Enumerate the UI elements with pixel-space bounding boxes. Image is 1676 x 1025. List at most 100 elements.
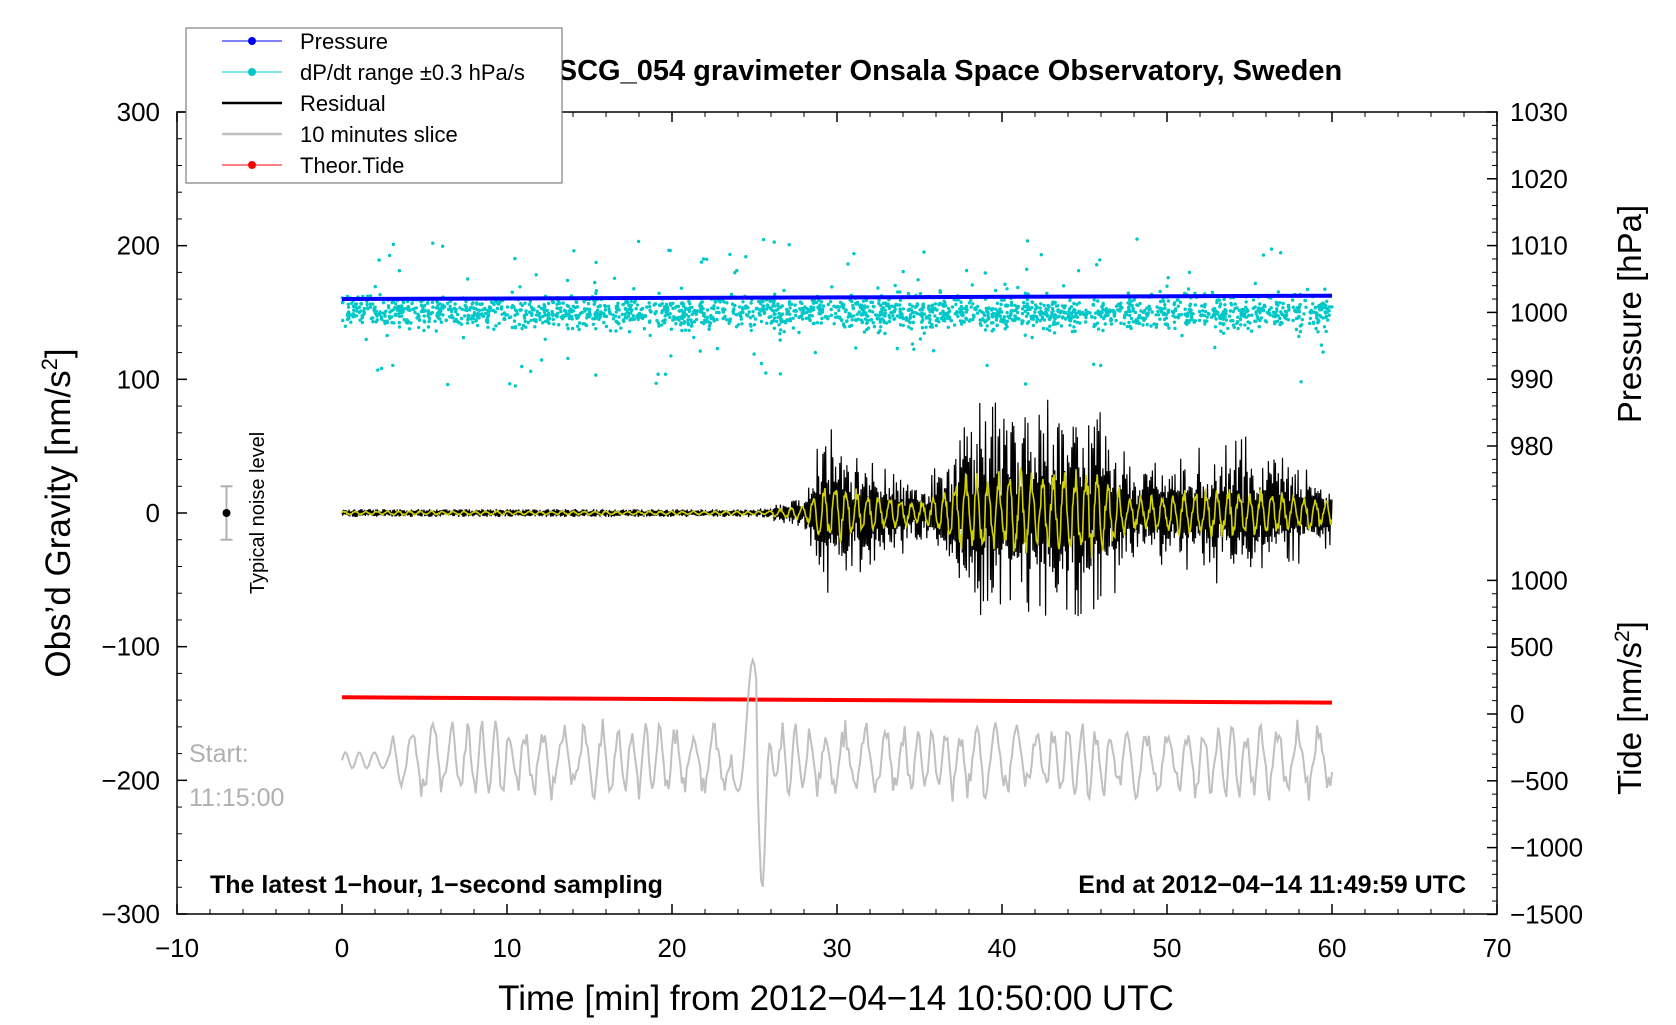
dpdt-point [969, 305, 973, 309]
dpdt-point [998, 307, 1002, 311]
dpdt-point [594, 373, 598, 377]
dpdt-point [946, 306, 951, 311]
dpdt-point [546, 301, 551, 306]
dpdt-point [668, 248, 672, 253]
dpdt-point [952, 323, 957, 327]
dpdt-point [448, 307, 452, 312]
y-tide-tick-label: 500 [1510, 632, 1553, 662]
dpdt-point [636, 239, 641, 244]
dpdt-point [1251, 306, 1256, 310]
dpdt-point [735, 268, 739, 273]
dpdt-point [524, 309, 528, 313]
dpdt-point [1059, 324, 1064, 328]
dpdt-point [1327, 313, 1331, 317]
dpdt-point [746, 306, 750, 310]
dpdt-point [593, 300, 597, 304]
dpdt-point [1025, 302, 1029, 306]
dpdt-point [397, 325, 402, 329]
dpdt-point [431, 241, 435, 245]
dpdt-point [1248, 321, 1252, 325]
dpdt-point [924, 325, 928, 329]
dpdt-point [809, 308, 813, 312]
dpdt-point [882, 318, 886, 323]
dpdt-point [1250, 313, 1254, 317]
dpdt-point [1150, 310, 1154, 314]
dpdt-point [989, 321, 994, 325]
dpdt-point [1165, 284, 1169, 288]
dpdt-point [871, 321, 875, 325]
dpdt-point [749, 301, 753, 305]
dpdt-point [1071, 309, 1076, 314]
dpdt-point [782, 330, 786, 334]
dpdt-point [623, 301, 628, 305]
dpdt-point [930, 322, 934, 327]
dpdt-point [588, 307, 592, 311]
dpdt-point [1131, 320, 1136, 324]
dpdt-point [358, 318, 362, 322]
dpdt-point [550, 309, 554, 314]
dpdt-point [574, 313, 578, 318]
dpdt-point [474, 307, 478, 311]
dpdt-point [690, 323, 694, 328]
dpdt-point [1224, 318, 1229, 322]
dpdt-point [580, 310, 584, 315]
dpdt-point [362, 306, 366, 311]
dpdt-point [441, 313, 445, 317]
dpdt-point [950, 305, 955, 309]
dpdt-point [1200, 304, 1204, 308]
dpdt-point [417, 325, 421, 330]
dpdt-point [631, 314, 635, 318]
dpdt-point [1302, 312, 1306, 316]
dpdt-point [1162, 317, 1167, 322]
dpdt-point [510, 325, 515, 330]
dpdt-point [459, 316, 464, 321]
dpdt-point [863, 306, 867, 310]
dpdt-point [716, 306, 720, 310]
dpdt-point [1308, 316, 1313, 321]
dpdt-point [1247, 313, 1251, 318]
dpdt-point [364, 337, 368, 342]
dpdt-point [918, 308, 922, 312]
dpdt-point [895, 314, 900, 318]
dpdt-point [1273, 312, 1278, 316]
dpdt-point [812, 321, 816, 326]
dpdt-point [1030, 315, 1034, 320]
dpdt-point [1091, 303, 1096, 307]
dpdt-point [468, 306, 472, 310]
dpdt-point [920, 313, 924, 318]
dpdt-point [1280, 312, 1285, 317]
dpdt-point [654, 309, 658, 314]
dpdt-point [797, 330, 801, 335]
dpdt-point [999, 310, 1004, 314]
dpdt-point [656, 372, 660, 376]
dpdt-point [1128, 313, 1132, 318]
dpdt-point [928, 320, 932, 325]
dpdt-point [656, 321, 661, 325]
dpdt-point [1119, 321, 1123, 325]
dpdt-point [1099, 363, 1103, 368]
dpdt-point [485, 320, 490, 325]
dpdt-point [569, 308, 573, 312]
dpdt-point [521, 323, 526, 328]
dpdt-point [1243, 323, 1247, 327]
dpdt-point [1161, 299, 1166, 303]
dpdt-point [798, 300, 803, 304]
dpdt-point [373, 284, 377, 289]
dpdt-point [829, 313, 833, 317]
dpdt-point [1031, 323, 1036, 328]
dpdt-point [911, 310, 915, 315]
dpdt-point [387, 306, 391, 310]
y-left-tick-label: −300 [101, 899, 160, 929]
y-left-label-close: ] [39, 348, 78, 358]
dpdt-point [423, 308, 427, 313]
dpdt-point [359, 302, 364, 306]
dpdt-point [686, 321, 690, 325]
dpdt-point [709, 316, 713, 321]
dpdt-point [1314, 326, 1318, 331]
dpdt-point [1072, 301, 1076, 306]
dpdt-point [595, 311, 599, 315]
dpdt-point [1047, 317, 1052, 321]
dpdt-point [747, 310, 751, 314]
dpdt-point [788, 312, 792, 316]
dpdt-point [530, 313, 534, 317]
